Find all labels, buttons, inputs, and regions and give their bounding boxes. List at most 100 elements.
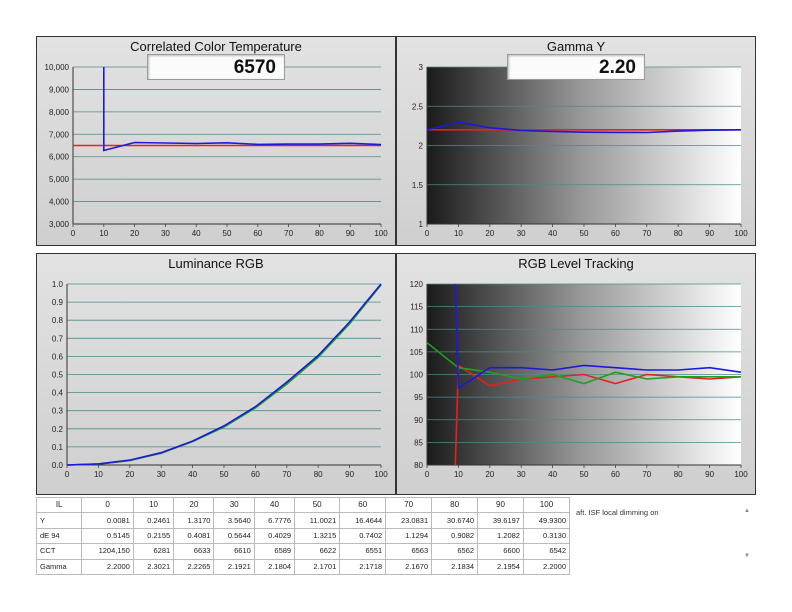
x-tick-label: 80: [315, 229, 324, 238]
y-tick-label: 95: [414, 393, 423, 402]
y-tick-label: 0.0: [52, 461, 64, 470]
table-row: Gamma 2.2000 2.3021 2.2265 2.1921 2.1804…: [35, 558, 571, 576]
x-tick-label: 30: [157, 470, 166, 479]
x-tick-label: 100: [734, 229, 748, 238]
x-tick-label: 20: [125, 470, 134, 479]
table-cell: 0.5145: [81, 527, 134, 545]
table-cell: 6622: [294, 543, 341, 560]
y-tick-label: 100: [410, 371, 424, 380]
scroll-down-arrow-icon[interactable]: ▼: [744, 553, 750, 559]
table-cell: 6563: [385, 543, 433, 560]
series-line-green: [66, 284, 382, 466]
table-header-cell: 70: [385, 496, 433, 514]
table-row: CCT 1204,150 6281 6633 6610 6589 6622 65…: [35, 543, 571, 560]
table-cell: 1.2082: [477, 527, 524, 545]
table-cell: 6562: [431, 543, 479, 560]
notes-text: aft. ISF local dimming on: [576, 508, 659, 517]
scroll-up-arrow-icon[interactable]: ▲: [744, 508, 750, 514]
y-tick-label: 0.3: [52, 407, 64, 416]
table-cell: 6551: [339, 543, 387, 560]
x-tick-label: 40: [188, 470, 197, 479]
table-row-label: Y: [35, 512, 83, 529]
x-tick-label: 60: [253, 229, 262, 238]
y-tick-label: 2: [419, 142, 424, 151]
table-cell: 2.1804: [253, 558, 296, 576]
table-cell: 1.3170: [173, 512, 215, 529]
series-line-blue: [103, 67, 382, 152]
table-cell: 0.5644: [213, 527, 255, 545]
series-line-blue: [66, 283, 382, 466]
series-line-blue: [454, 283, 742, 390]
table-header-cell: 0: [81, 496, 134, 514]
y-tick-label: 5,000: [49, 175, 70, 184]
y-tick-label: 0.7: [52, 334, 64, 343]
table-header-cell: 40: [253, 496, 296, 514]
y-tick-label: 85: [414, 438, 423, 447]
table-cell: 16.4644: [339, 512, 387, 529]
table-cell: 2.3021: [132, 558, 175, 576]
table-cell: 0.0081: [81, 512, 134, 529]
table-header-cell: 20: [173, 496, 215, 514]
luminance-chart: 0.0 0.1 0.2 0.3 0.4 0.5 0.6 0.7 0.8 0.9 1.0 0 10 20 30…: [52, 280, 388, 479]
rgb-tracking-chart: 80 85 90 95 100 105 110 115 120 0 10 20 30 40 50 60 70 80…: [410, 280, 749, 479]
x-tick-label: 0: [425, 470, 430, 479]
table-header-cell: 100: [522, 496, 571, 514]
series-line-red: [66, 284, 382, 466]
cct-readout: 6570: [147, 54, 285, 80]
x-tick-label: 100: [374, 229, 388, 238]
x-tick-label: 20: [130, 229, 139, 238]
table-cell: 6633: [173, 543, 215, 560]
y-tick-label: 105: [410, 348, 424, 357]
x-tick-label: 90: [705, 229, 714, 238]
x-tick-label: 90: [705, 470, 714, 479]
y-tick-label: 90: [414, 416, 423, 425]
table-cell: 2.1701: [294, 558, 341, 576]
table-cell: 23.0831: [385, 512, 433, 529]
cct-chart: 3,000 4,000 5,000 6,000 7,000 8,000 9,000 10,00…: [45, 63, 389, 238]
table-cell: 2.1670: [385, 558, 433, 576]
table-header-cell: 90: [477, 496, 524, 514]
x-tick-label: 10: [454, 470, 463, 479]
table-cell: 6610: [213, 543, 255, 560]
y-tick-label: 110: [410, 325, 423, 334]
x-tick-label: 0: [71, 229, 76, 238]
y-tick-label: 6,000: [49, 153, 70, 162]
table-cell: 2.1954: [477, 558, 524, 576]
table-cell: 2.2000: [522, 558, 571, 576]
table-header-row: IL 0 10 20 30 40 50 60 70 80 90 100: [35, 496, 571, 514]
x-tick-label: 70: [282, 470, 291, 479]
x-tick-label: 80: [674, 470, 683, 479]
table-cell: 1204,150: [81, 543, 134, 560]
x-tick-label: 50: [580, 229, 589, 238]
gamma-chart-panel: 1 1.5 2 2.5 3 0 10 20 30 40 50 60 70 80 90 100 Gamma Y …: [396, 36, 756, 246]
notes-textbox[interactable]: aft. ISF local dimming on ▲ ▼: [572, 499, 754, 569]
x-tick-label: 40: [548, 229, 557, 238]
table-cell: 2.2265: [173, 558, 215, 576]
x-tick-label: 50: [220, 470, 229, 479]
x-tick-label: 60: [611, 470, 620, 479]
gamma-chart-title: Gamma Y: [546, 39, 606, 54]
series-line-green: [426, 342, 741, 385]
x-tick-label: 30: [161, 229, 170, 238]
x-tick-label: 10: [94, 470, 103, 479]
y-tick-label: 0.1: [52, 443, 64, 452]
x-tick-label: 10: [454, 229, 463, 238]
table-cell: 0.2461: [132, 512, 175, 529]
x-tick-label: 100: [374, 470, 388, 479]
x-tick-label: 70: [642, 470, 651, 479]
x-tick-label: 0: [65, 470, 70, 479]
luminance-chart-panel: 0.0 0.1 0.2 0.3 0.4 0.5 0.6 0.7 0.8 0.9 1.0 0 10 20 30…: [36, 253, 396, 495]
y-tick-label: 4,000: [49, 198, 70, 207]
measurement-table: IL 0 10 20 30 40 50 60 70 80 90 100 Y 0.…: [35, 496, 571, 576]
gamma-chart: 11.522.530 10 20 30 40 50 60 70 80 90 100: [412, 63, 748, 238]
y-tick-label: 1.5: [412, 181, 424, 190]
table-row: Y 0.0081 0.2461 1.3170 3.5640 6.7776 11.…: [35, 512, 571, 529]
table-cell: 30.6740: [431, 512, 479, 529]
table-cell: 39.6197: [477, 512, 524, 529]
x-tick-label: 50: [223, 229, 232, 238]
cct-chart-panel: 3,000 4,000 5,000 6,000 7,000 8,000 9,000 10,00…: [36, 36, 396, 246]
table-cell: 2.1834: [431, 558, 479, 576]
y-tick-label: 10,000: [45, 63, 70, 72]
y-tick-label: 1.0: [52, 280, 64, 289]
table-cell: 0.7402: [339, 527, 387, 545]
